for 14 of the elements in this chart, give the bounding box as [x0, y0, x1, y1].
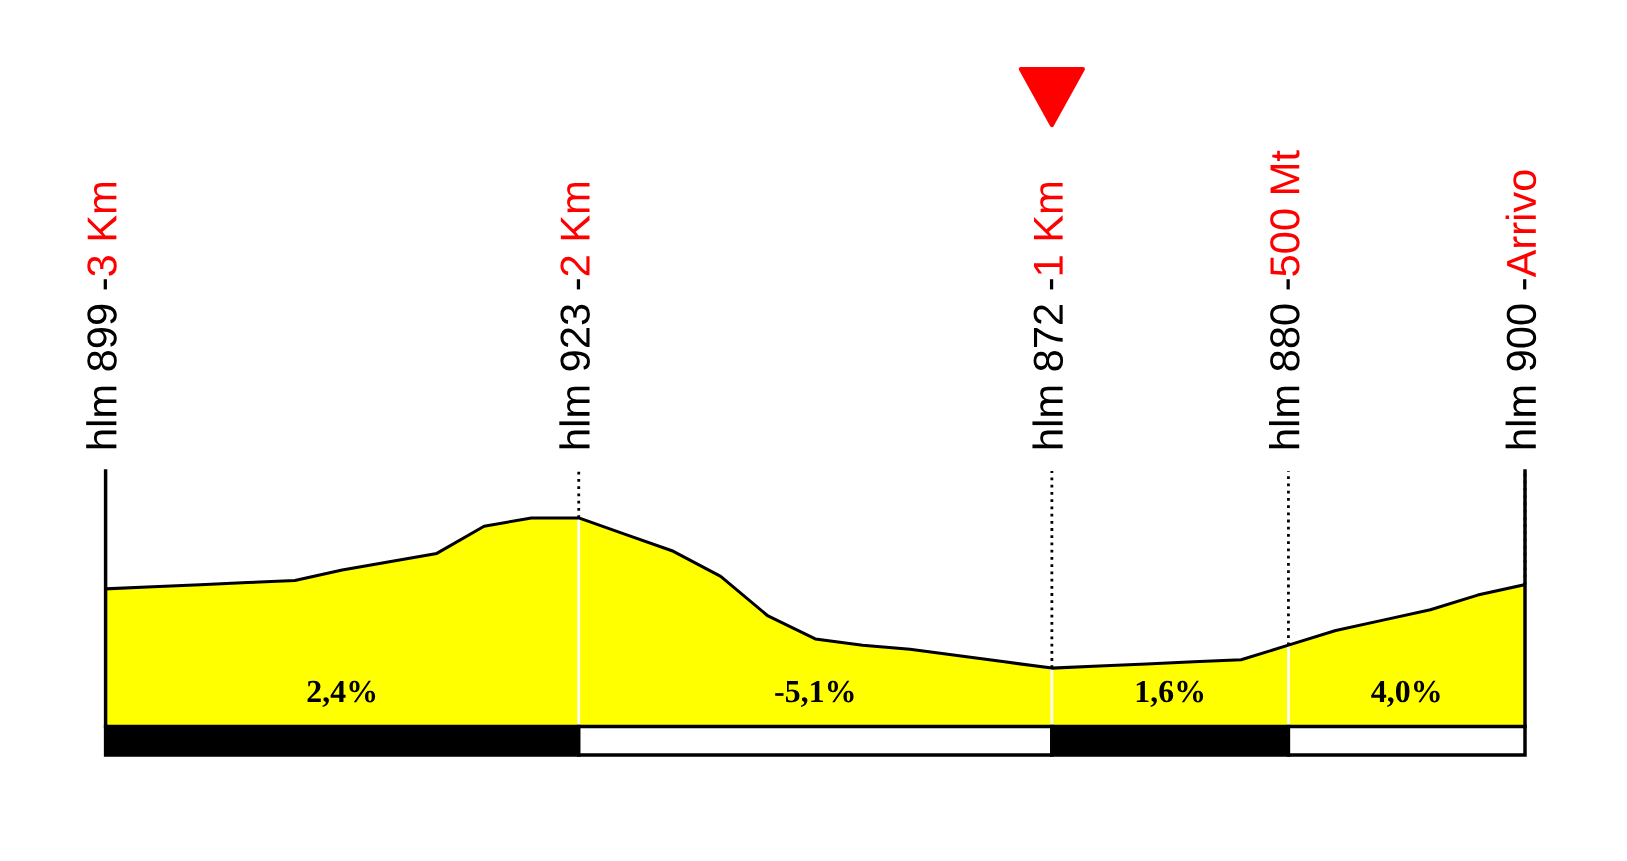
annotation: 4,0% — [1371, 680, 1440, 707]
annotation: -5,1% — [775, 680, 854, 707]
x-tick-label: 1 Km — [1033, 182, 1063, 275]
x-tick-label: Arrivo — [1505, 170, 1537, 278]
annotation: 2,4% — [307, 680, 376, 707]
text: hlm 872 - — [1032, 279, 1064, 449]
text: hlm 880 - — [1269, 279, 1300, 449]
x-tick-label: 500 Mt — [1270, 150, 1300, 276]
text: hlm 923 - — [559, 279, 590, 449]
text: hlm 899 - — [86, 279, 117, 449]
x-tick-label: 3 Km — [87, 182, 117, 276]
text: hlm 900 - — [1505, 279, 1537, 449]
annotation: 1,6% — [1136, 680, 1204, 707]
x-tick-label: 2 Km — [560, 182, 590, 276]
